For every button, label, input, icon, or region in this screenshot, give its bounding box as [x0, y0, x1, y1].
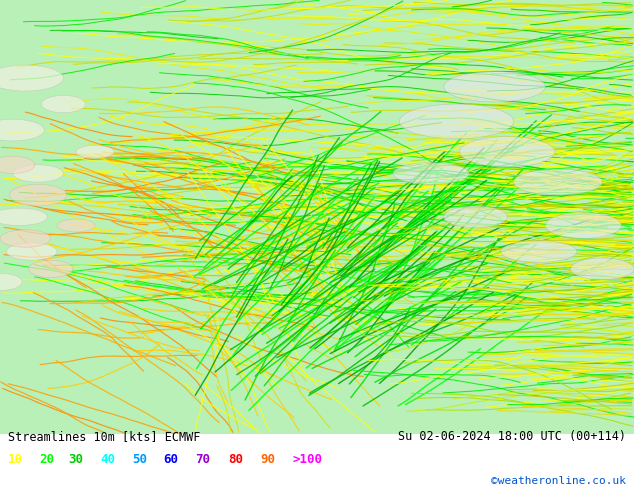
Ellipse shape: [399, 104, 514, 139]
Text: >100: >100: [293, 453, 323, 466]
Ellipse shape: [10, 184, 67, 206]
Text: Streamlines 10m [kts] ECMWF: Streamlines 10m [kts] ECMWF: [8, 430, 200, 443]
Ellipse shape: [6, 243, 57, 260]
Text: 90: 90: [260, 453, 275, 466]
Ellipse shape: [444, 206, 507, 228]
Ellipse shape: [545, 213, 621, 239]
Text: 40: 40: [100, 453, 115, 466]
Ellipse shape: [57, 219, 95, 232]
Ellipse shape: [13, 165, 63, 182]
Text: 80: 80: [228, 453, 243, 466]
Text: 60: 60: [164, 453, 179, 466]
Ellipse shape: [460, 137, 555, 167]
Text: Su 02-06-2024 18:00 UTC (00+114): Su 02-06-2024 18:00 UTC (00+114): [398, 430, 626, 443]
Ellipse shape: [501, 241, 577, 262]
Ellipse shape: [0, 208, 48, 225]
Ellipse shape: [571, 258, 634, 280]
Ellipse shape: [444, 72, 545, 102]
Ellipse shape: [0, 273, 22, 291]
Text: 70: 70: [195, 453, 210, 466]
Ellipse shape: [0, 65, 63, 91]
Ellipse shape: [29, 260, 73, 277]
Text: 10: 10: [8, 453, 23, 466]
Ellipse shape: [76, 145, 114, 158]
Ellipse shape: [0, 230, 51, 247]
Ellipse shape: [393, 163, 469, 184]
Ellipse shape: [514, 169, 602, 195]
Ellipse shape: [41, 96, 86, 113]
Text: 20: 20: [39, 453, 55, 466]
Text: 50: 50: [132, 453, 147, 466]
Ellipse shape: [0, 119, 44, 141]
Text: ©weatheronline.co.uk: ©weatheronline.co.uk: [491, 476, 626, 486]
Ellipse shape: [0, 156, 35, 173]
Text: 30: 30: [68, 453, 84, 466]
